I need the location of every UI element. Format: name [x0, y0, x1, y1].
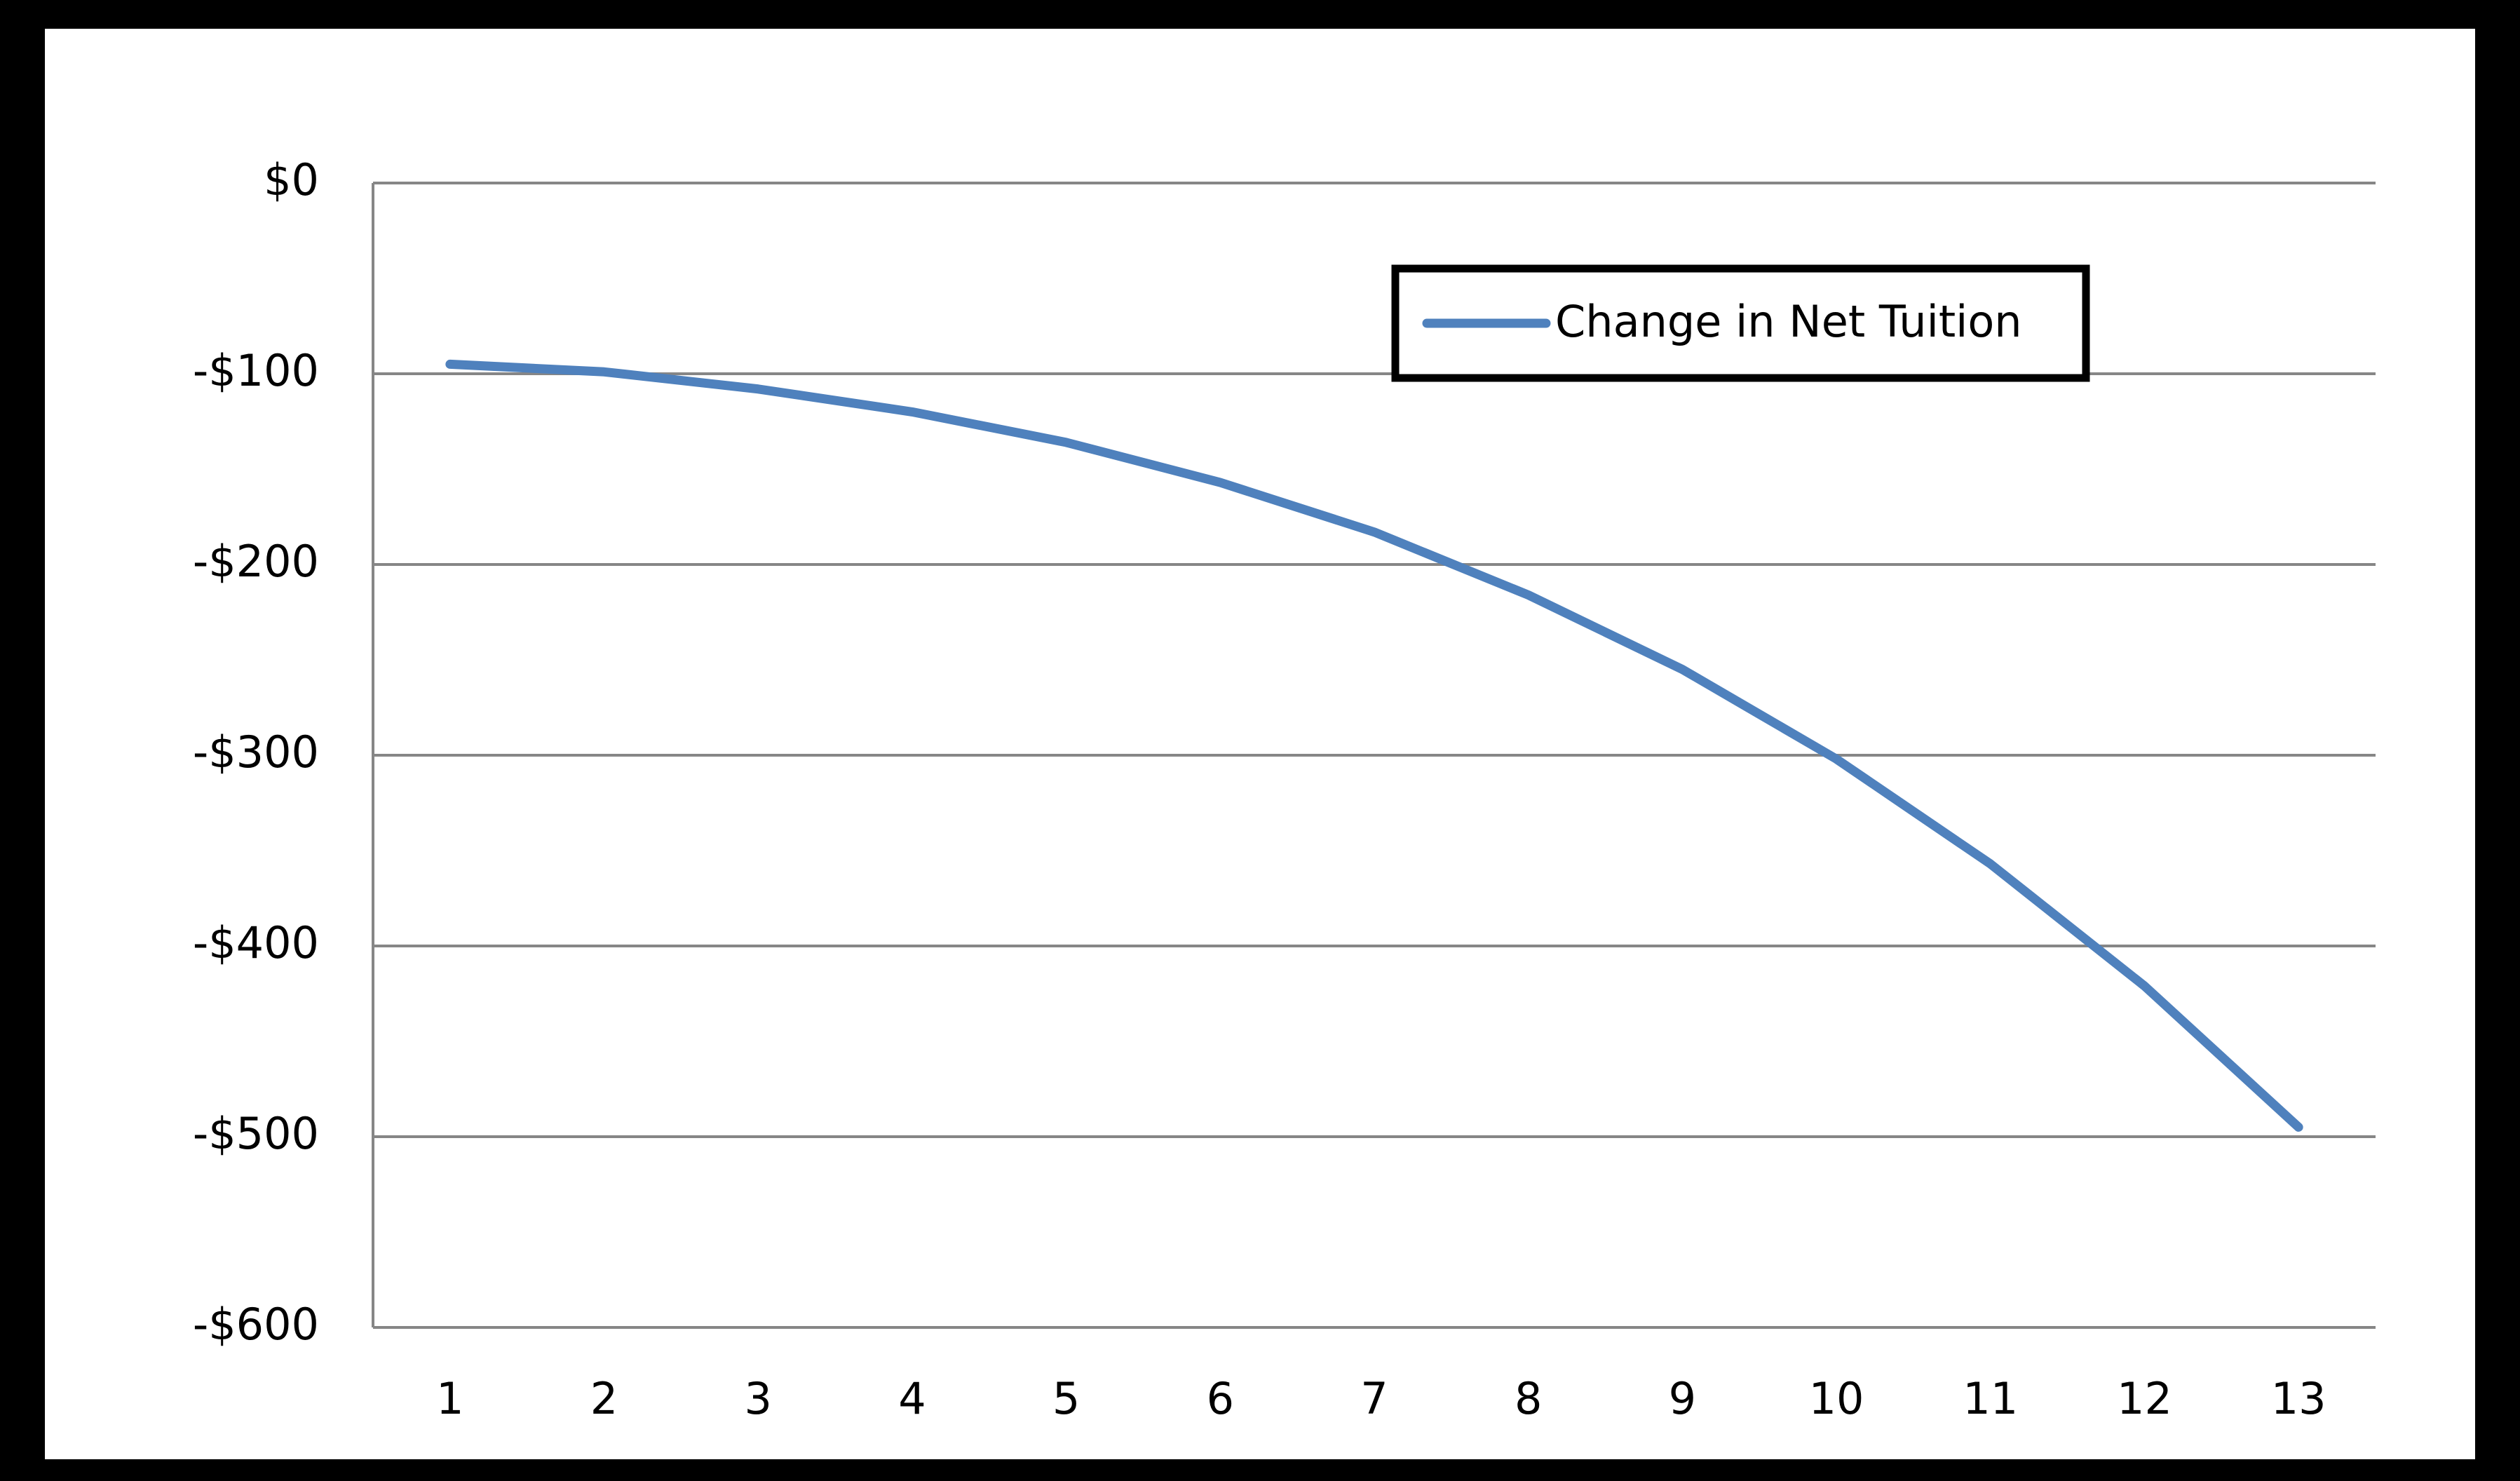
y-tick-label: -$500 — [193, 1108, 319, 1159]
x-tick-label: 2 — [590, 1373, 618, 1424]
x-tick-label: 3 — [745, 1373, 772, 1424]
x-tick-label: 5 — [1052, 1373, 1080, 1424]
x-tick-label: 12 — [2117, 1373, 2172, 1424]
y-tick-label: $0 — [264, 154, 319, 205]
y-tick-label: -$100 — [193, 345, 319, 396]
x-tick-label: 9 — [1669, 1373, 1696, 1424]
y-tick-label: -$300 — [193, 726, 319, 778]
y-tick-label: -$400 — [193, 917, 319, 968]
x-tick-label: 10 — [1809, 1373, 1864, 1424]
x-tick-label: 4 — [898, 1373, 926, 1424]
x-tick-label: 7 — [1360, 1373, 1388, 1424]
x-tick-label: 8 — [1515, 1373, 1542, 1424]
x-tick-label: 13 — [2271, 1373, 2326, 1424]
x-tick-label: 11 — [1963, 1373, 2018, 1424]
chart-area — [45, 29, 2475, 1459]
legend-label: Change in Net Tuition — [1555, 296, 2022, 347]
x-tick-label: 6 — [1207, 1373, 1234, 1424]
data-line — [445, 359, 2303, 1132]
y-tick-label: -$200 — [193, 536, 319, 587]
x-tick-label: 1 — [436, 1373, 463, 1424]
y-tick-label: -$600 — [193, 1299, 319, 1350]
